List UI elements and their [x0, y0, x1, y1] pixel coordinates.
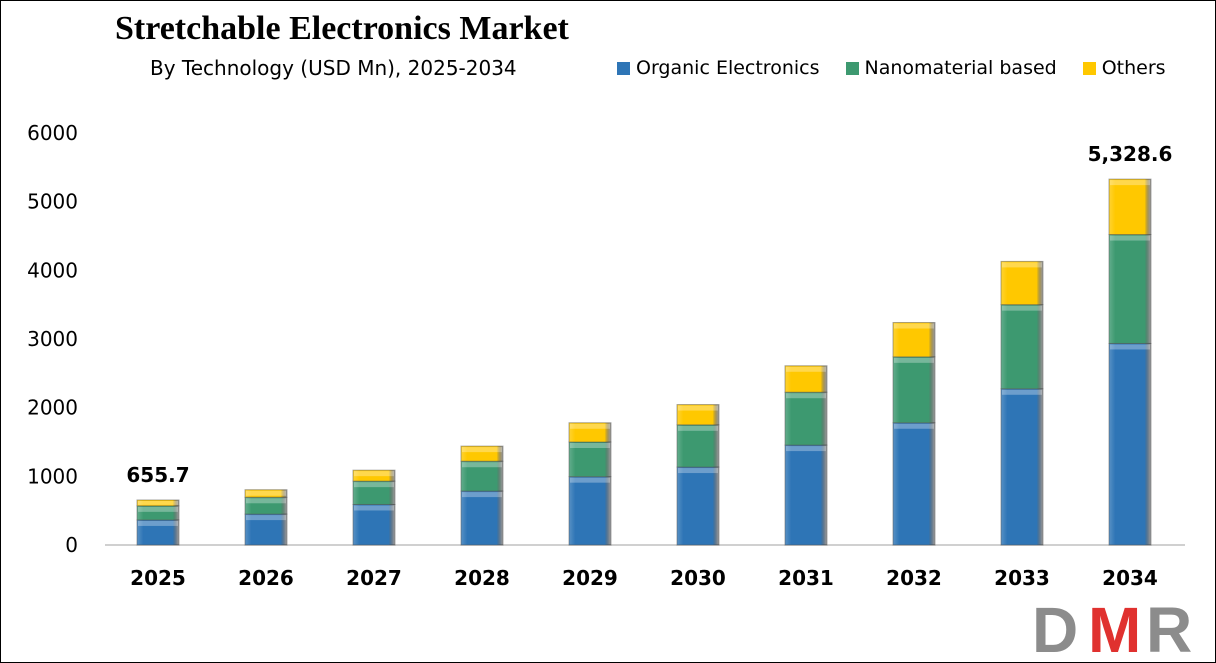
legend-swatch [845, 61, 859, 75]
bar-bevel [1002, 262, 1042, 268]
bar-segment-nanomaterial-based [784, 391, 828, 446]
bar-segment-nanomaterial-based [1108, 234, 1152, 344]
bar-segment-others [676, 404, 720, 426]
bar-bevel [570, 477, 610, 483]
legend-item-organic: Organic Electronics [617, 57, 820, 79]
bar-bevel [462, 492, 502, 498]
y-tick-label: 5000 [27, 190, 78, 214]
bar-bevel [1110, 180, 1150, 186]
legend-label: Others [1101, 57, 1166, 79]
bar-bevel [894, 423, 934, 429]
legend-label: Organic Electronics [636, 57, 820, 79]
x-tick-label: 2031 [778, 566, 834, 590]
bar-bevel [246, 498, 286, 504]
bar-bevel [354, 471, 394, 477]
bar-bevel [138, 520, 178, 526]
bar-segment-organic-electronics [352, 503, 396, 546]
bar-segment-others [784, 365, 828, 393]
legend-item-nanomaterial: Nanomaterial based [845, 57, 1057, 79]
x-tick-label: 2033 [994, 566, 1050, 590]
x-tick-label: 2028 [454, 566, 510, 590]
bar-bevel [1002, 389, 1042, 395]
bar-segment-others [892, 322, 936, 358]
bar-segment-others [568, 422, 612, 443]
bar-bevel [678, 405, 718, 411]
x-tick-label: 2034 [1102, 566, 1158, 590]
x-tick-label: 2029 [562, 566, 618, 590]
bar-segment-organic-electronics [244, 513, 288, 546]
bar-bevel [1110, 344, 1150, 350]
chart-title: Stretchable Electronics Market [115, 10, 569, 47]
logo-letter: D [1032, 594, 1078, 663]
logo-letter: M [1088, 594, 1141, 663]
bar-bevel [138, 500, 178, 505]
bar-bevel [138, 506, 178, 512]
bar-segment-organic-electronics [136, 519, 180, 546]
bar-bevel [570, 443, 610, 448]
bar-segment-organic-electronics [568, 476, 612, 546]
bar-segment-organic-electronics [892, 422, 936, 546]
legend-item-others: Others [1082, 57, 1166, 79]
bar-segment-organic-electronics [1000, 388, 1044, 546]
bar-bevel [786, 446, 826, 452]
bar-bevel [462, 462, 502, 468]
bar-segment-organic-electronics [676, 466, 720, 546]
y-tick-label: 2000 [27, 396, 78, 420]
bar-segment-organic-electronics [784, 444, 828, 546]
x-tick-label: 2027 [346, 566, 402, 590]
bar-bevel [786, 393, 826, 399]
x-tick-label: 2025 [130, 566, 186, 590]
legend: Organic Electronics Nanomaterial based O… [617, 57, 1166, 79]
logo-letter: R [1146, 594, 1192, 663]
legend-swatch [617, 61, 630, 75]
y-tick-label: 4000 [27, 258, 78, 282]
bar-segment-organic-electronics [460, 490, 504, 546]
legend-label: Nanomaterial based [864, 57, 1057, 79]
bar-bevel [1002, 305, 1042, 311]
bar-segment-others [136, 499, 180, 507]
data-label: 5,328.6 [1088, 142, 1173, 166]
bar-bevel [678, 425, 718, 431]
bar-bevel [678, 468, 718, 474]
bar-bevel [354, 505, 394, 511]
bar-bevel [246, 490, 286, 496]
y-tick-label: 0 [65, 533, 78, 557]
bar-segment-others [1000, 260, 1044, 306]
data-label: 655.7 [126, 463, 189, 487]
bar-bevel [246, 515, 286, 521]
bar-segment-organic-electronics [1108, 342, 1152, 546]
chart-subtitle: By Technology (USD Mn), 2025-2034 [150, 56, 517, 80]
y-tick-label: 1000 [27, 464, 78, 488]
y-tick-label: 3000 [27, 327, 78, 351]
bar-bevel [1110, 235, 1150, 241]
x-tick-label: 2032 [886, 566, 942, 590]
bar-segment-nanomaterial-based [1000, 304, 1044, 390]
bar-bevel [786, 366, 826, 372]
bar-bevel [354, 482, 394, 488]
bar-segment-others [1108, 178, 1152, 236]
y-tick-label: 6000 [27, 121, 78, 145]
bar-bevel [894, 357, 934, 363]
legend-swatch [1082, 61, 1096, 75]
bar-segment-others [244, 489, 288, 498]
bar-bevel [462, 447, 502, 453]
bar-bevel [894, 323, 934, 329]
bar-segment-others [460, 445, 504, 462]
x-tick-label: 2030 [670, 566, 726, 590]
bar-segment-nanomaterial-based [892, 356, 936, 424]
bar-segment-nanomaterial-based [676, 424, 720, 468]
x-tick-label: 2026 [238, 566, 294, 590]
bar-bevel [570, 423, 610, 429]
bar-segment-others [352, 469, 396, 482]
